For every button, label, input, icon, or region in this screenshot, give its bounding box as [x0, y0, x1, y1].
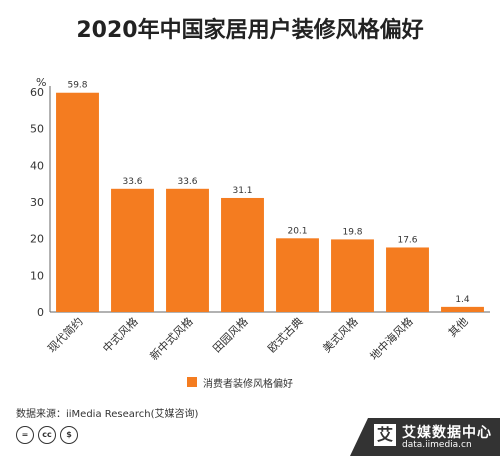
x-tick-label: 其他: [446, 315, 471, 340]
bar: [386, 247, 429, 312]
creative-commons-icon: cc: [38, 426, 56, 444]
x-tick-label: 欧式古典: [265, 314, 306, 355]
x-tick-label: 新中式风格: [147, 314, 196, 363]
y-tick-label: 60: [30, 86, 44, 99]
bar: [331, 239, 374, 312]
bar: [166, 188, 209, 312]
bar-value-label: 31.1: [232, 186, 252, 196]
chart-title: 2020年中国家居用户装修风格偏好: [76, 18, 424, 43]
bar-value-label: 33.6: [177, 177, 197, 187]
bar-value-label: 20.1: [287, 226, 307, 236]
y-tick-label: 40: [30, 159, 44, 172]
bar: [111, 188, 154, 312]
x-tick-label: 美式风格: [320, 314, 361, 355]
bar: [221, 197, 264, 312]
brand-banner: 艾 艾媒数据中心 data.iimedia.cn: [350, 418, 500, 456]
brand-name: 艾媒数据中心: [402, 425, 492, 441]
y-tick-label: 0: [37, 306, 44, 319]
y-tick-label: 50: [30, 123, 44, 136]
x-tick-label: 地中海风格: [367, 314, 416, 363]
x-tick-label: 现代简约: [45, 314, 86, 355]
license-icons: = cc $: [16, 426, 78, 444]
data-source: 数据来源：iiMedia Research(艾媒咨询): [16, 409, 199, 420]
bar: [56, 92, 99, 312]
bar-value-label: 19.8: [342, 227, 362, 237]
bar: [276, 238, 319, 312]
y-axis-unit: %: [36, 76, 46, 89]
bars-layer: [56, 92, 484, 312]
no-derivatives-icon: =: [16, 426, 34, 444]
legend: 消费者装修风格偏好: [187, 374, 293, 390]
bar-value-label: 17.6: [397, 235, 417, 245]
bar-value-label: 59.8: [67, 81, 87, 91]
bar: [441, 306, 484, 312]
y-tick-label: 20: [30, 233, 44, 246]
brand-url: data.iimedia.cn: [402, 440, 472, 450]
non-commercial-icon: $: [60, 426, 78, 444]
bar-value-label: 1.4: [455, 295, 470, 305]
y-tick-label: 10: [30, 269, 44, 282]
y-tick-label: 30: [30, 196, 44, 209]
legend-label: 消费者装修风格偏好: [203, 378, 293, 390]
brand-logo-icon: 艾: [374, 424, 396, 446]
x-tick-label: 田园风格: [210, 314, 251, 355]
legend-swatch: [187, 377, 197, 387]
x-tick-label: 中式风格: [100, 314, 141, 355]
bar-value-label: 33.6: [122, 177, 142, 187]
